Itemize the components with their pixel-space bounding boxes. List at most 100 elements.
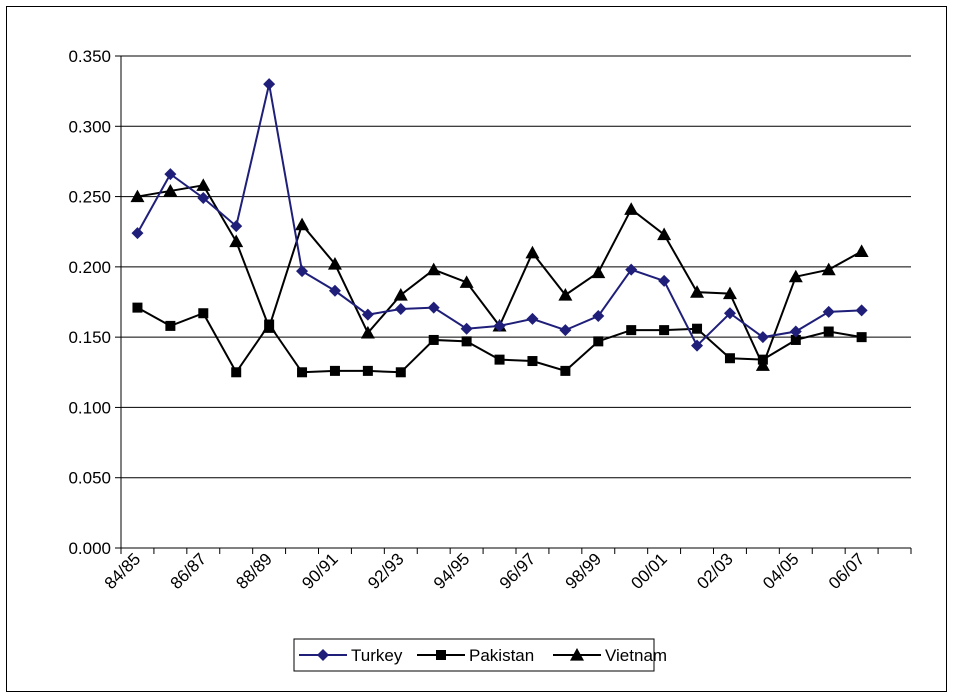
series-layer — [130, 78, 869, 378]
data-point-square — [856, 332, 867, 343]
data-point-diamond — [230, 220, 243, 233]
y-tick-label: 0.250 — [68, 188, 111, 207]
series-line-vietnam — [137, 184, 863, 368]
data-point-diamond — [493, 319, 506, 332]
data-point-diamond — [625, 263, 638, 276]
data-point-diamond — [427, 301, 440, 314]
data-point-square — [494, 354, 505, 365]
legend-label: Pakistan — [469, 646, 534, 665]
series-line-turkey — [136, 83, 862, 348]
legend-label: Turkey — [351, 646, 403, 665]
data-point-diamond — [559, 324, 572, 337]
data-point-square — [297, 367, 308, 378]
gridlines — [121, 55, 911, 479]
data-point-triangle — [163, 183, 178, 197]
data-point-square — [198, 308, 209, 319]
data-point-diamond — [197, 191, 210, 204]
data-point-diamond — [658, 274, 671, 287]
y-tick-label: 0.150 — [68, 328, 111, 347]
x-tick-label: 86/87 — [167, 549, 211, 593]
data-point-triangle — [570, 648, 584, 661]
data-point-square — [329, 365, 340, 376]
data-point-triangle — [327, 257, 342, 270]
data-point-triangle — [229, 234, 244, 248]
data-point-diamond — [723, 307, 736, 320]
data-point-triangle — [788, 269, 803, 283]
x-tick-label: 88/89 — [232, 549, 276, 593]
axes: 0.000 0.050 0.100 0.150 0.200 0.250 0.300 0.350… — [68, 47, 912, 593]
data-point-square — [428, 334, 439, 345]
data-point-square — [165, 320, 176, 331]
data-point-triangle — [722, 286, 737, 300]
data-point-triangle — [459, 275, 474, 288]
data-point-triangle — [854, 244, 869, 257]
x-tick-label: 04/05 — [759, 549, 803, 593]
x-tick-label: 92/93 — [364, 549, 408, 593]
data-point-square — [132, 302, 143, 313]
data-point-square — [395, 367, 406, 378]
x-tick-label: 02/03 — [693, 549, 737, 593]
x-tick-label: 90/91 — [298, 549, 342, 593]
data-point-triangle — [426, 262, 441, 276]
data-point-triangle — [360, 325, 375, 339]
data-point-diamond — [296, 265, 309, 278]
data-point-diamond — [263, 78, 276, 91]
data-point-square — [527, 356, 538, 367]
data-point-diamond — [164, 168, 177, 181]
data-point-diamond — [592, 310, 605, 323]
data-point-diamond — [691, 339, 704, 352]
legend-entry-turkey: Turkey — [299, 646, 403, 665]
data-point-diamond — [822, 305, 835, 318]
data-point-triangle — [196, 178, 211, 191]
data-point-triangle — [591, 265, 606, 279]
series-pakistan — [132, 302, 867, 378]
x-tick-label: 98/99 — [562, 549, 606, 593]
data-point-square — [823, 326, 834, 337]
data-point-square — [593, 336, 604, 347]
data-point-square — [659, 325, 670, 336]
data-point-diamond — [526, 312, 539, 325]
data-point-triangle — [295, 217, 310, 231]
data-point-square — [362, 365, 373, 376]
series-turkey — [131, 78, 868, 352]
y-tick-label: 0.200 — [68, 258, 111, 277]
data-point-square — [626, 325, 637, 336]
data-point-triangle — [558, 287, 573, 301]
data-point-triangle — [624, 202, 639, 215]
y-tick-label: 0.350 — [68, 47, 111, 66]
line-chart: 0.000 0.050 0.100 0.150 0.200 0.250 0.300 0.350… — [68, 47, 912, 672]
legend-entry-vietnam: Vietnam — [553, 646, 667, 665]
data-point-diamond — [394, 303, 407, 316]
data-point-square — [264, 319, 275, 330]
data-point-square — [231, 367, 242, 378]
data-point-square — [461, 336, 472, 347]
y-tick-label: 0.100 — [68, 398, 111, 417]
x-tick-label: 94/95 — [430, 549, 474, 593]
legend-entry-pakistan: Pakistan — [417, 646, 534, 665]
data-point-square — [757, 354, 768, 365]
data-point-triangle — [821, 262, 836, 276]
data-point-square — [692, 323, 703, 334]
x-tick-label: 00/01 — [627, 549, 671, 593]
data-point-triangle — [393, 287, 408, 301]
chart-frame: 0.000 0.050 0.100 0.150 0.200 0.250 0.300 0.350… — [6, 6, 947, 692]
data-point-square — [436, 650, 446, 660]
data-point-triangle — [657, 227, 672, 241]
data-point-triangle — [525, 245, 540, 259]
legend-label: Vietnam — [605, 646, 667, 665]
legend: Turkey Pakistan Vietnam — [293, 638, 667, 672]
data-point-diamond — [361, 308, 374, 321]
data-point-diamond — [328, 284, 341, 297]
y-tick-label: 0.050 — [68, 469, 111, 488]
data-point-triangle — [690, 285, 705, 298]
x-tick-label: 96/97 — [496, 549, 540, 593]
x-tick-label: 06/07 — [825, 549, 869, 593]
y-tick-label: 0.300 — [68, 117, 111, 136]
data-point-square — [724, 353, 735, 364]
data-point-diamond — [317, 649, 329, 661]
data-point-diamond — [756, 331, 769, 344]
data-point-square — [560, 365, 571, 376]
data-point-diamond — [855, 304, 868, 317]
data-point-square — [790, 334, 801, 345]
data-point-triangle — [130, 189, 145, 203]
